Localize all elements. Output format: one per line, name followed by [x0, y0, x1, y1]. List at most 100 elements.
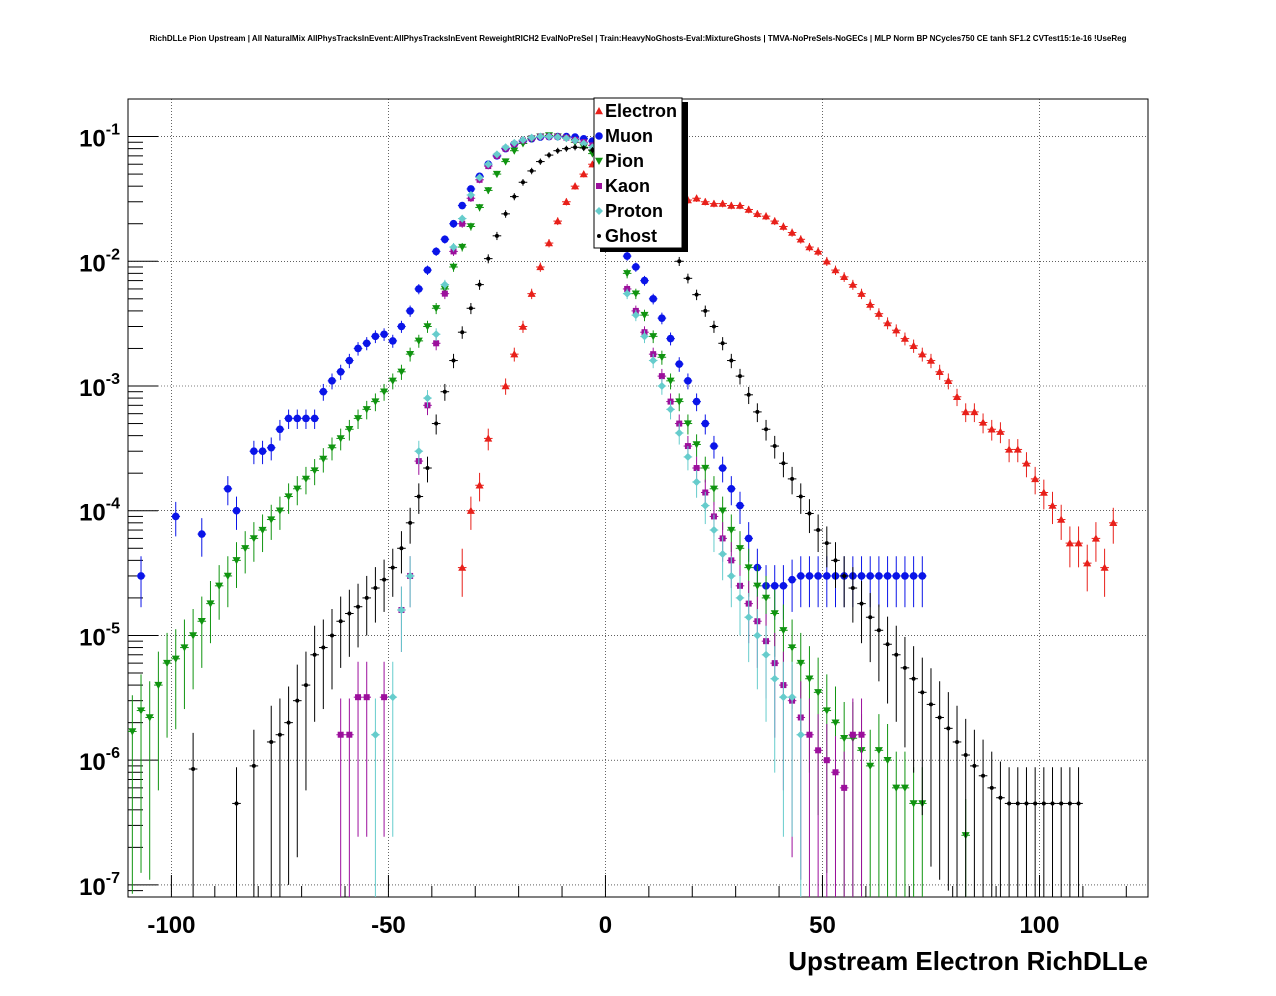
data-point: [536, 132, 545, 141]
data-point: [416, 494, 421, 499]
data-point: [675, 428, 684, 437]
data-point: [824, 541, 829, 546]
data-point: [399, 546, 404, 551]
data-point: [432, 247, 440, 256]
data-point: [301, 475, 310, 483]
data-point: [883, 572, 892, 580]
data-point: [841, 784, 848, 791]
data-point: [640, 311, 649, 320]
data-point: [883, 756, 892, 765]
data-point: [191, 766, 196, 771]
data-point: [510, 350, 519, 358]
data-point: [267, 443, 276, 452]
data-point: [302, 414, 310, 423]
y-tick-label: 10-5: [79, 620, 120, 651]
data-point: [545, 239, 554, 247]
data-point: [1059, 801, 1064, 806]
data-point: [796, 235, 805, 243]
data-point: [484, 434, 493, 442]
data-point: [649, 333, 658, 341]
data-point: [501, 382, 510, 390]
data-point: [736, 501, 744, 510]
data-point: [321, 645, 326, 650]
data-point: [449, 219, 458, 228]
data-point: [692, 397, 701, 406]
data-point: [694, 292, 699, 297]
data-point: [442, 389, 447, 394]
data-point: [989, 785, 994, 790]
y-tick-label: 10-7: [79, 870, 120, 901]
data-point: [955, 739, 960, 744]
data-point: [926, 356, 935, 364]
y-tick-label: 10-2: [79, 246, 120, 277]
data-point: [484, 160, 493, 169]
data-point: [258, 526, 267, 535]
data-point: [770, 674, 779, 683]
data-point: [397, 368, 406, 376]
x-tick-label: -50: [371, 912, 406, 939]
data-point: [529, 168, 534, 173]
data-point: [764, 427, 769, 432]
data-point: [866, 762, 875, 770]
data-point: [423, 323, 432, 331]
data-point: [909, 800, 918, 808]
y-tick-exponent: -7: [106, 870, 120, 887]
data-point: [736, 593, 744, 602]
data-point: [840, 272, 849, 281]
data-point: [223, 572, 232, 580]
data-point: [128, 728, 137, 736]
data-point: [683, 420, 692, 428]
data-point: [303, 683, 308, 688]
data-point: [449, 243, 458, 252]
data-point: [538, 159, 543, 164]
data-point: [145, 714, 154, 722]
data-point: [762, 212, 771, 220]
data-point: [901, 572, 909, 580]
data-point: [510, 138, 519, 147]
data-point: [675, 398, 684, 406]
data-point: [249, 535, 258, 543]
data-point: [840, 735, 849, 743]
data-point: [658, 314, 666, 322]
data-point: [744, 534, 753, 543]
data-point: [466, 190, 475, 199]
x-tick-label: 100: [1019, 912, 1059, 939]
y-tick-base: 10: [79, 749, 106, 776]
data-point: [363, 694, 370, 701]
data-point: [981, 773, 986, 778]
data-point: [310, 467, 319, 475]
data-point: [381, 694, 388, 701]
data-point: [163, 659, 172, 668]
data-point: [573, 145, 578, 150]
data-point: [1033, 801, 1038, 806]
data-point: [362, 339, 371, 348]
data-point: [718, 199, 727, 207]
data-point: [241, 545, 250, 553]
data-point: [892, 326, 901, 334]
data-point: [408, 520, 413, 525]
data-point: [657, 354, 666, 362]
data-point: [433, 340, 440, 347]
data-point: [709, 526, 718, 535]
data-point: [746, 392, 751, 397]
x-tick-label: 0: [599, 912, 612, 939]
data-point: [501, 143, 510, 152]
data-point: [866, 572, 875, 580]
data-point: [902, 665, 907, 670]
data-point: [234, 801, 239, 806]
data-point: [640, 332, 649, 341]
data-point: [979, 418, 988, 426]
y-axis: 10-710-610-510-410-310-210-1: [79, 98, 158, 901]
data-point: [805, 243, 814, 251]
data-point: [772, 444, 777, 449]
data-point: [397, 605, 406, 614]
data-point: [354, 415, 363, 423]
data-point: [354, 344, 362, 353]
data-point: [458, 243, 467, 252]
data-point: [805, 675, 814, 683]
data-point: [547, 153, 552, 158]
data-point: [848, 280, 857, 288]
data-point: [701, 501, 710, 510]
data-point: [703, 308, 708, 313]
chart-title: RichDLLe Pion Upstream | All NaturalMix …: [149, 34, 1127, 43]
